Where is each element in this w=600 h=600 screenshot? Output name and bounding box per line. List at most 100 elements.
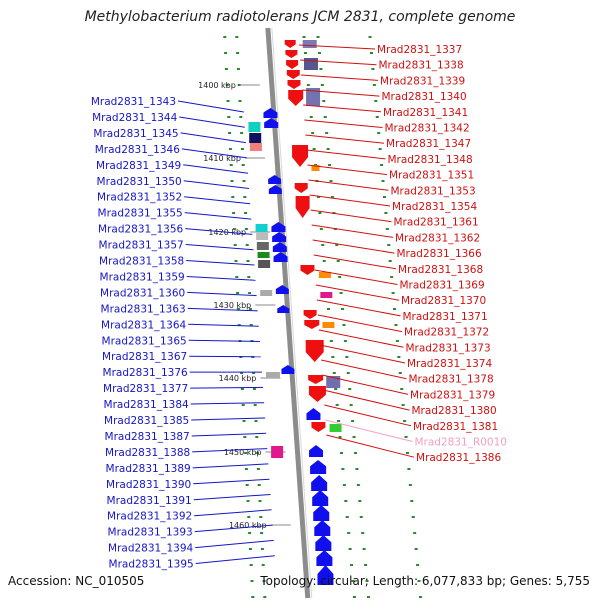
gene-label-left: Mrad2831_1349 (96, 160, 181, 172)
scale-tick (236, 292, 240, 294)
scale-tick (256, 452, 260, 454)
scale-tick (237, 84, 241, 86)
kbp-marker-label: 1400 kbp (198, 81, 236, 90)
scale-tick (332, 372, 336, 374)
gene-leader-left (181, 148, 248, 159)
forward-gene-arrow (313, 505, 330, 521)
gene-leader-left (185, 244, 254, 251)
scale-tick (248, 532, 252, 534)
forward-gene-arrow (306, 408, 321, 420)
scale-tick (322, 260, 326, 262)
scale-tick (362, 548, 366, 550)
scale-tick (329, 180, 333, 182)
gene-label-left: Mrad2831_1350 (97, 176, 182, 188)
gene-label-left: Mrad2831_1346 (95, 144, 180, 156)
forward-gene-arrow (268, 185, 282, 194)
reverse-gene-arrow (294, 183, 308, 193)
scale-tick (260, 532, 264, 534)
forward-gene-arrow (271, 222, 286, 232)
reverse-gene-arrow (285, 50, 298, 58)
gene-box (265, 372, 280, 378)
scale-tick (309, 116, 313, 118)
gene-label-left: Mrad2831_1387 (105, 431, 190, 443)
scale-tick (341, 308, 345, 310)
gene-label-right: Mrad2831_1381 (413, 421, 498, 433)
scale-tick (240, 148, 244, 150)
scale-tick (331, 356, 335, 358)
gene-leader-right (324, 404, 412, 427)
scale-tick (238, 100, 242, 102)
gene-leader-left (191, 432, 267, 437)
scale-tick (226, 100, 230, 102)
scale-tick (236, 308, 240, 310)
gene-label-right: Mrad2831_1338 (379, 60, 464, 72)
kbp-marker-label: 1460 kbp (229, 521, 267, 530)
gene-leader-right (303, 104, 382, 113)
gene-leader-left (186, 260, 255, 266)
gene-label-left: Mrad2831_1377 (103, 383, 188, 395)
gene-leader-right (316, 299, 401, 317)
scale-tick (404, 436, 408, 438)
gene-leader-left (183, 164, 249, 174)
gene-leader-left (192, 463, 269, 469)
forward-gene-arrow (315, 535, 332, 551)
gene-leader-left (184, 196, 251, 205)
reverse-gene-arrow (311, 422, 326, 432)
scale-tick (407, 468, 411, 470)
gene-leader-right (300, 59, 377, 66)
scale-tick (345, 356, 349, 358)
gene-label-left: Mrad2831_1364 (101, 319, 186, 331)
reverse-gene-arrow (287, 80, 301, 89)
gene-leader-right (320, 359, 407, 380)
scale-tick (232, 212, 236, 214)
rna-label-right: Mrad2831_R0010 (415, 437, 507, 449)
gene-label-right: Mrad2831_1361 (394, 217, 479, 229)
scale-tick (385, 228, 389, 230)
gene-leader-right (309, 194, 391, 207)
scale-tick (351, 420, 355, 422)
gene-leader-right (302, 89, 380, 97)
scale-tick (252, 372, 256, 374)
scale-tick (327, 308, 331, 310)
scale-tick (240, 372, 244, 374)
gene-label-left: Mrad2831_1355 (98, 208, 183, 220)
reverse-gene-arrow (308, 386, 326, 402)
gene-leader-left (188, 339, 260, 342)
gene-label-right: Mrad2831_1378 (409, 374, 494, 386)
gene-leader-left (187, 307, 258, 312)
scale-tick (242, 180, 246, 182)
scale-tick (242, 420, 246, 422)
gene-leader-left (192, 448, 268, 453)
scale-tick (395, 340, 399, 342)
scale-tick (369, 52, 373, 54)
gene-leader-right (313, 254, 397, 270)
gene-leader-right (318, 329, 404, 348)
scale-tick (322, 100, 326, 102)
scale-tick (246, 500, 250, 502)
gene-label-left: Mrad2831_1357 (99, 240, 184, 252)
scale-tick (316, 196, 320, 198)
scale-tick (336, 260, 340, 262)
scale-tick (319, 228, 323, 230)
scale-tick (241, 404, 245, 406)
scale-tick (343, 340, 347, 342)
gene-leader-left (188, 323, 259, 327)
gene-label-left: Mrad2831_1352 (97, 192, 182, 204)
scale-tick (250, 580, 254, 582)
gene-label-left: Mrad2831_1393 (108, 527, 193, 539)
scale-tick (398, 372, 402, 374)
gene-leader-left (193, 478, 270, 485)
scale-tick (349, 404, 353, 406)
scale-tick (312, 148, 316, 150)
scale-tick (319, 68, 323, 70)
scale-tick (391, 292, 395, 294)
scale-tick (330, 196, 334, 198)
scale-tick (371, 68, 375, 70)
gene-label-left: Mrad2831_1360 (100, 287, 185, 299)
scale-tick (230, 180, 234, 182)
forward-gene-arrow (263, 108, 278, 118)
reverse-gene-arrow (308, 375, 324, 384)
forward-gene-arrow (309, 445, 324, 457)
scale-tick (302, 36, 306, 38)
